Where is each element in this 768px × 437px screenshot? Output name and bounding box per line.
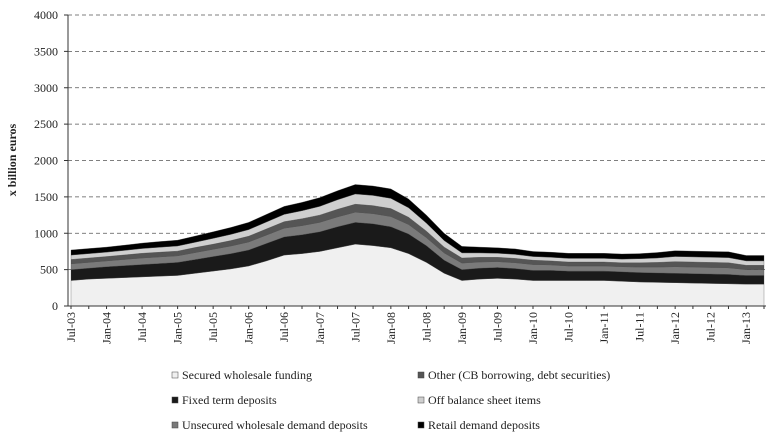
x-tick-label: Jul-04 <box>135 312 149 342</box>
x-tick-label: Jan-10 <box>526 312 540 344</box>
x-tick-label: Jan-13 <box>739 312 753 344</box>
x-tick-label: Jan-09 <box>455 312 469 344</box>
legend-swatch <box>417 421 425 429</box>
legend-label: Other (CB borrowing, debt securities) <box>428 368 610 382</box>
x-tick-label: Jul-07 <box>348 312 362 342</box>
x-tick-label: Jan-04 <box>100 312 114 344</box>
legend-label: Retail demand deposits <box>428 418 540 432</box>
y-tick-label: 2500 <box>34 117 58 131</box>
x-tick-label: Jul-08 <box>419 312 433 342</box>
y-tick-label: 3500 <box>34 44 58 58</box>
legend-swatch <box>171 371 179 379</box>
x-tick-label: Jan-07 <box>313 312 327 344</box>
x-tick-label: Jan-06 <box>242 312 256 344</box>
x-tick-label: Jul-05 <box>206 312 220 342</box>
y-axis-label: x billion euros <box>5 123 19 196</box>
area <box>70 184 765 262</box>
y-tick-label: 1500 <box>34 190 58 204</box>
y-tick-label: 4000 <box>34 8 58 22</box>
y-tick-label: 500 <box>40 263 58 277</box>
legend-swatch <box>417 396 425 404</box>
y-tick-label: 0 <box>52 299 58 313</box>
x-tick-label: Jul-09 <box>490 312 504 342</box>
x-tick-label: Jul-10 <box>562 312 576 342</box>
x-tick-label: Jul-12 <box>704 312 718 342</box>
legend-swatch <box>417 371 425 379</box>
legend-label: Off balance sheet items <box>428 393 541 407</box>
legend-label: Secured wholesale funding <box>182 368 312 382</box>
legend-swatch <box>171 396 179 404</box>
x-tick-label: Jan-12 <box>668 312 682 344</box>
x-tick-label: Jan-05 <box>171 312 185 344</box>
x-tick-label: Jan-11 <box>597 312 611 344</box>
x-tick-label: Jul-06 <box>277 312 291 342</box>
legend-swatch <box>171 421 179 429</box>
legend-label: Fixed term deposits <box>182 393 277 407</box>
x-tick-label: Jan-08 <box>384 312 398 344</box>
y-tick-label: 1000 <box>34 226 58 240</box>
y-tick-label: 2000 <box>34 154 58 168</box>
x-tick-label: Jul-11 <box>633 312 647 342</box>
x-tick-label: Jul-03 <box>64 312 78 342</box>
legend-label: Unsecured wholesale demand deposits <box>182 418 368 432</box>
y-tick-label: 3000 <box>34 81 58 95</box>
